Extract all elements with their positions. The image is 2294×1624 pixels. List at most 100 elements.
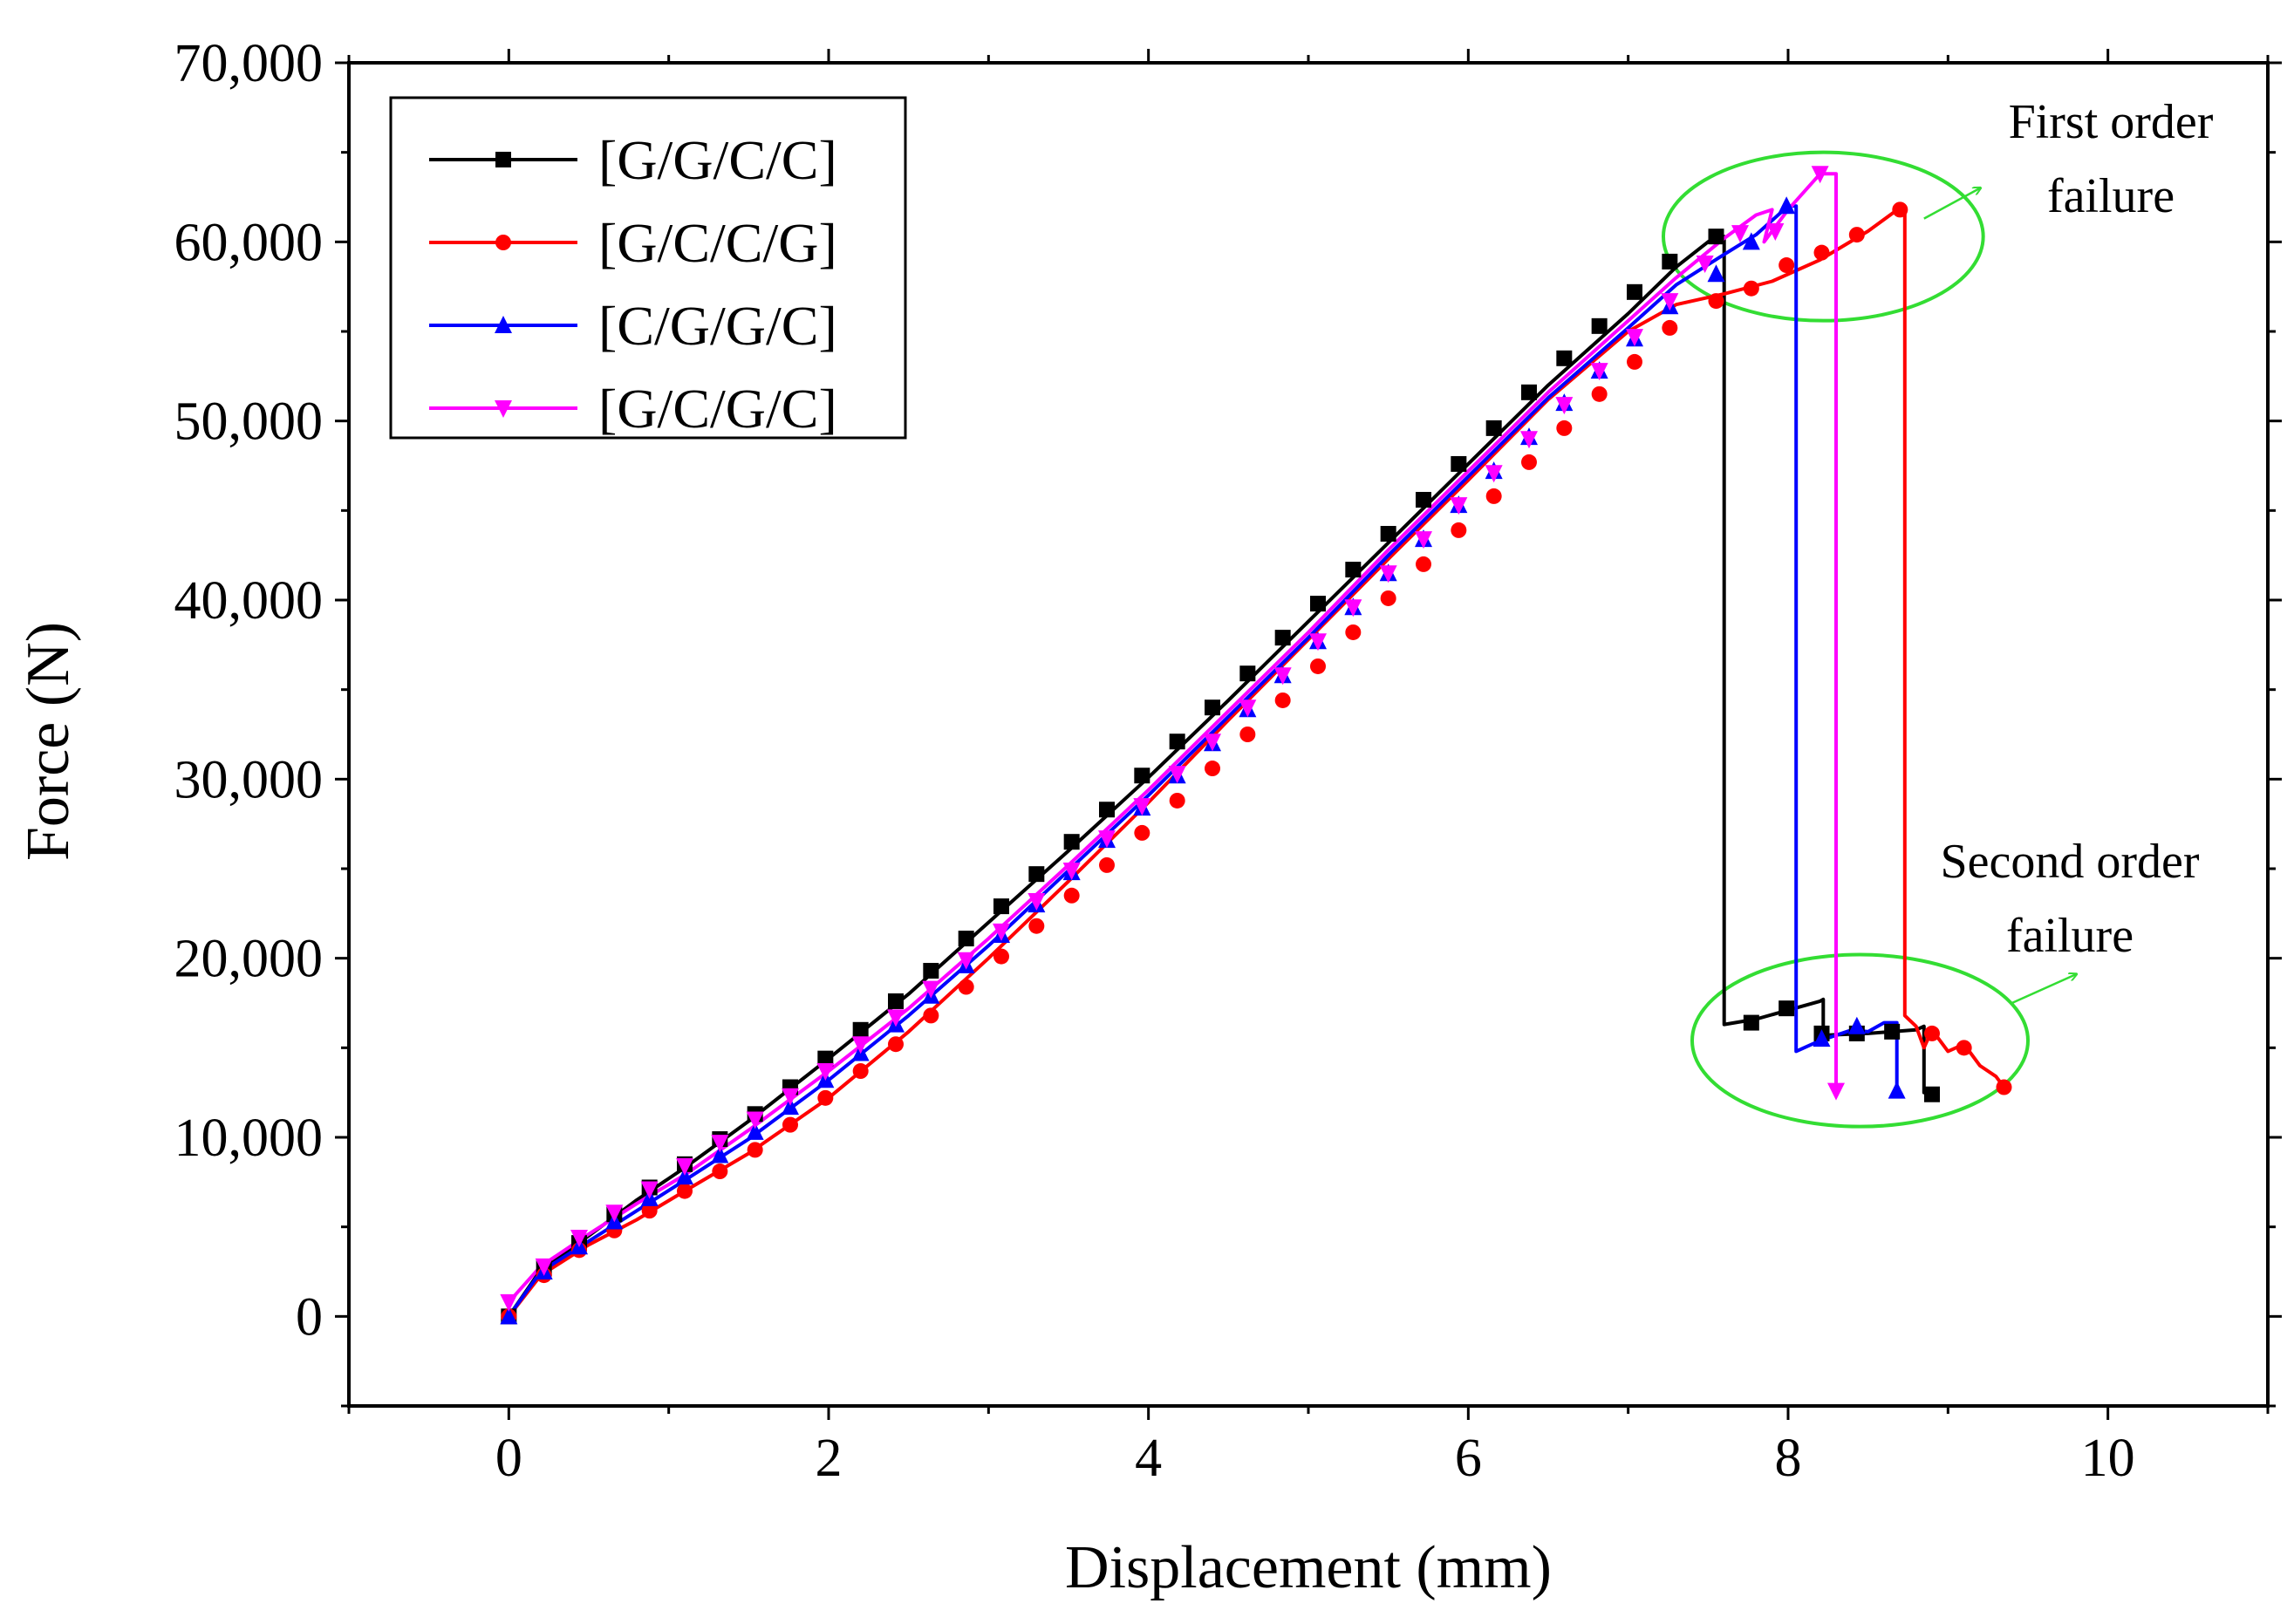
data-point [1099, 856, 1115, 873]
x-axis-title: Displacement (mm) [1065, 1534, 1552, 1601]
y-tick-label: 60,000 [174, 213, 324, 272]
data-point [1996, 1079, 2012, 1095]
legend-label: [C/G/G/C] [598, 295, 837, 357]
x-tick-label: 2 [816, 1429, 843, 1488]
data-point [1888, 1081, 1906, 1099]
data-point [782, 1088, 799, 1106]
data-point [852, 1063, 869, 1080]
data-point [1168, 766, 1186, 784]
annotation-line: failure [2047, 169, 2175, 223]
data-point [1813, 1029, 1831, 1047]
data-point [1743, 1014, 1759, 1031]
data-point [535, 1258, 553, 1276]
data-point [1627, 353, 1642, 370]
y-tick-label: 30,000 [174, 750, 324, 809]
data-point [1239, 727, 1256, 742]
data-point [1169, 734, 1185, 750]
data-point [500, 1293, 518, 1312]
annotation-line: Second order [1940, 835, 2199, 889]
data-point [676, 1157, 693, 1176]
data-point [1708, 229, 1724, 245]
data-point [1766, 223, 1785, 242]
legend-marker [495, 235, 511, 250]
data-point [1956, 1040, 1972, 1056]
data-point [1521, 384, 1537, 400]
series-line [507, 172, 1838, 1304]
annotations: First order failure Second order failure [1661, 95, 2214, 1129]
data-point [1450, 497, 1468, 515]
data-point [1063, 887, 1080, 904]
data-point [1415, 531, 1432, 549]
failure-ellipse [1690, 952, 2030, 1129]
data-point [816, 1063, 835, 1082]
data-point [1827, 1082, 1845, 1101]
data-point [1521, 454, 1537, 470]
series-markers [500, 166, 2012, 1325]
data-point [993, 898, 1009, 915]
data-point [676, 1167, 693, 1185]
data-point [1062, 863, 1081, 881]
data-point [887, 1009, 905, 1027]
legend: [G/G/C/C] [G/C/C/G] [C/G/G/C] [G/C/G/C] [389, 96, 907, 440]
y-tick-label: 40,000 [174, 571, 324, 631]
y-tick-label: 50,000 [174, 392, 324, 452]
data-point [1345, 562, 1362, 578]
data-point [1811, 166, 1829, 184]
annotation-arrow [1923, 188, 1980, 220]
data-point [851, 1036, 870, 1054]
y-tick-label: 0 [296, 1287, 323, 1347]
data-point [1345, 624, 1362, 640]
data-point [817, 1050, 834, 1067]
data-point [1778, 196, 1796, 215]
data-point [1590, 363, 1608, 381]
data-point [1273, 667, 1292, 686]
data-point [1848, 227, 1865, 243]
data-point [1708, 293, 1724, 310]
data-point [711, 1145, 729, 1163]
data-point [677, 1183, 693, 1199]
data-point [1416, 556, 1431, 572]
data-point [746, 1111, 764, 1129]
data-point [1591, 386, 1608, 402]
y-tick-label: 10,000 [174, 1109, 324, 1168]
data-point [782, 1097, 799, 1116]
axis-ticks: 0 2 4 6 8 10 0 10,000 20,000 30,000 40,000 50,000 60… [174, 34, 2282, 1488]
data-point [782, 1116, 798, 1133]
data-point [888, 1036, 904, 1053]
data-point [1380, 590, 1396, 606]
legend-marker [495, 152, 511, 167]
data-point [1731, 225, 1749, 243]
x-tick-label: 0 [495, 1429, 522, 1488]
data-point [1028, 866, 1045, 883]
data-point [1662, 319, 1678, 336]
data-point [1884, 1023, 1901, 1040]
data-point [1779, 1000, 1795, 1017]
data-point [500, 1307, 518, 1325]
data-point [888, 993, 904, 1009]
data-point [1847, 1016, 1866, 1034]
data-point [1591, 317, 1608, 334]
data-point [1626, 329, 1643, 347]
data-point [1696, 255, 1714, 273]
data-point [1310, 658, 1326, 674]
data-point [1204, 734, 1221, 752]
data-point [1892, 201, 1908, 218]
data-point [922, 980, 940, 999]
data-point [852, 1021, 869, 1038]
data-point [817, 1089, 834, 1106]
data-point [1028, 918, 1045, 934]
annotation-label: First order failure [2009, 95, 2214, 223]
data-point [1627, 283, 1642, 300]
legend-label: [G/C/G/C] [598, 378, 837, 440]
data-point [711, 1135, 729, 1153]
legend-box [389, 96, 907, 440]
data-point [712, 1163, 728, 1180]
data-point [746, 1122, 764, 1140]
y-tick-label: 20,000 [174, 930, 324, 989]
data-point [641, 1203, 658, 1219]
data-point [1742, 232, 1760, 250]
data-point [1743, 280, 1759, 297]
x-tick-label: 8 [1775, 1429, 1802, 1488]
data-point [1310, 596, 1326, 612]
data-point [1707, 264, 1725, 283]
